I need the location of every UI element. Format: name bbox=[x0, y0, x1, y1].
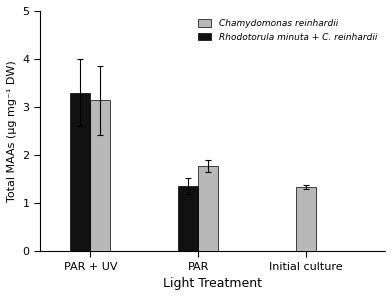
Bar bbox=[296, 187, 316, 251]
X-axis label: Light Treatment: Light Treatment bbox=[163, 277, 262, 290]
Bar bbox=[198, 166, 218, 251]
Bar bbox=[178, 186, 198, 251]
Y-axis label: Total MAAs (μg mg⁻¹ DW): Total MAAs (μg mg⁻¹ DW) bbox=[7, 60, 17, 202]
Legend: Chamydomonas reinhardii, Rhodotorula minuta + C. reinhardii: Chamydomonas reinhardii, Rhodotorula min… bbox=[194, 15, 381, 45]
Bar bbox=[70, 93, 91, 251]
Bar bbox=[91, 100, 111, 251]
